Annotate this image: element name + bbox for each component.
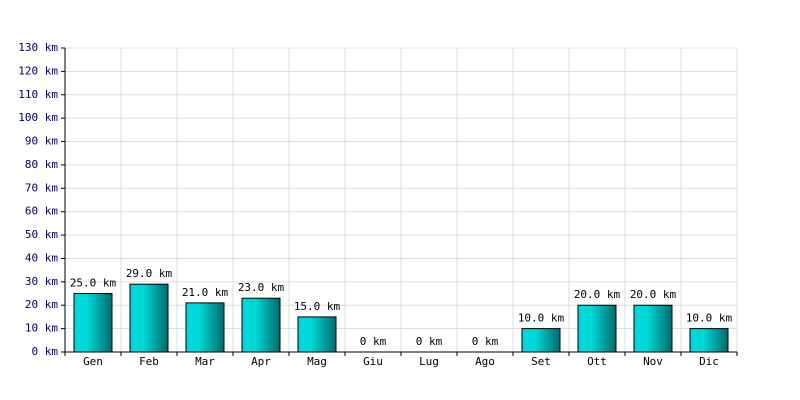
y-tick-label: 110 km [18,88,58,101]
value-label: 10.0 km [686,312,733,325]
value-label: 0 km [472,335,499,348]
value-label: 0 km [360,335,387,348]
x-tick-label: Apr [251,355,271,368]
y-tick-label: 90 km [25,135,58,148]
x-tick-label: Ott [587,355,607,368]
bar [689,328,729,353]
value-label: 29.0 km [126,267,173,280]
bar [577,304,617,353]
bar [73,293,113,353]
x-tick-label: Feb [139,355,159,368]
x-tick-label: Mag [307,355,327,368]
y-tick-label: 130 km [18,41,58,54]
y-tick-label: 30 km [25,275,58,288]
y-tick-label: 50 km [25,228,58,241]
x-tick-label: Lug [419,355,439,368]
value-label: 25.0 km [70,277,117,290]
value-label: 20.0 km [630,288,677,301]
y-tick-label: 80 km [25,158,58,171]
x-tick-label: Giu [363,355,383,368]
value-label: 15.0 km [294,300,341,313]
y-tick-label: 0 km [32,345,59,358]
bar [241,297,281,353]
x-tick-label: Nov [643,355,663,368]
y-tick-label: 10 km [25,322,58,335]
bar [633,304,673,353]
x-tick-label: Ago [475,355,495,368]
x-tick-label: Gen [83,355,103,368]
y-tick-label: 40 km [25,251,58,264]
y-tick-label: 70 km [25,181,58,194]
bar [185,302,225,353]
bar [129,283,169,353]
value-label: 21.0 km [182,286,229,299]
value-label: 0 km [416,335,443,348]
y-tick-label: 60 km [25,205,58,218]
x-tick-label: Set [531,355,551,368]
x-tick-label: Dic [699,355,719,368]
bar [297,316,337,353]
y-tick-label: 120 km [18,64,58,77]
x-tick-label: Mar [195,355,215,368]
value-label: 10.0 km [518,312,565,325]
value-label: 20.0 km [574,288,621,301]
bar [521,328,561,353]
y-tick-label: 100 km [18,111,58,124]
value-label: 23.0 km [238,281,285,294]
y-tick-label: 20 km [25,298,58,311]
